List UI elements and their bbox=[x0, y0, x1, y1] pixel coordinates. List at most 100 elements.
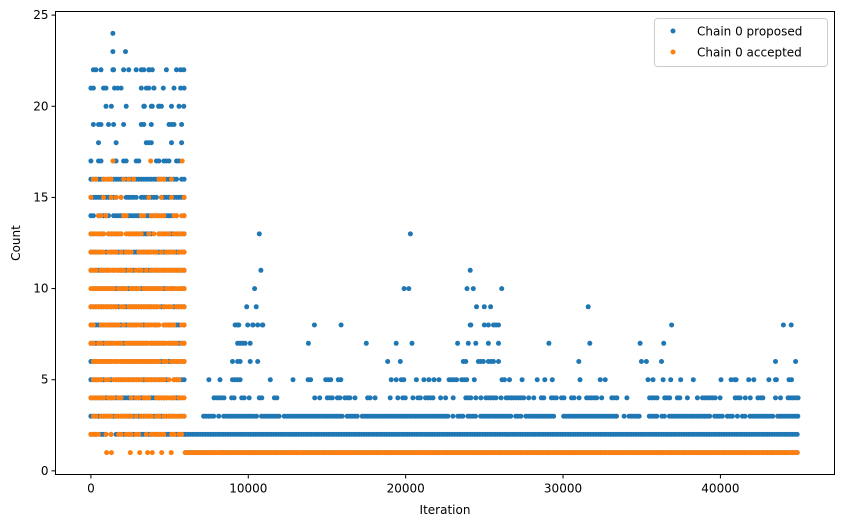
data-point bbox=[181, 286, 187, 292]
data-point bbox=[241, 395, 247, 401]
data-point bbox=[496, 359, 501, 364]
data-point bbox=[96, 140, 101, 146]
data-point bbox=[468, 395, 474, 401]
data-point bbox=[255, 322, 261, 328]
data-point bbox=[250, 322, 256, 328]
data-point bbox=[181, 85, 187, 91]
y-tick-label: 25 bbox=[33, 8, 48, 22]
plot-frame bbox=[55, 11, 835, 475]
data-point bbox=[160, 85, 166, 91]
data-point bbox=[108, 431, 114, 437]
data-point bbox=[576, 359, 582, 364]
data-point bbox=[244, 304, 250, 310]
data-point bbox=[252, 286, 258, 292]
data-point bbox=[707, 413, 713, 419]
data-point bbox=[661, 340, 667, 346]
data-point bbox=[113, 304, 119, 310]
data-point bbox=[149, 450, 155, 456]
data-point bbox=[216, 413, 222, 419]
data-point bbox=[133, 67, 139, 73]
data-point bbox=[176, 103, 182, 109]
data-point bbox=[153, 249, 159, 255]
data-point bbox=[148, 122, 154, 127]
data-point bbox=[181, 304, 187, 310]
data-point bbox=[146, 395, 152, 401]
data-point bbox=[718, 377, 724, 383]
data-point bbox=[161, 213, 167, 219]
data-point bbox=[166, 231, 172, 237]
legend-marker-accepted-icon bbox=[670, 49, 676, 55]
data-point bbox=[106, 377, 111, 383]
data-point bbox=[305, 340, 311, 346]
data-point bbox=[158, 249, 164, 255]
data-point bbox=[141, 213, 147, 219]
data-point bbox=[719, 413, 725, 419]
data-point bbox=[338, 377, 344, 383]
data-point bbox=[742, 413, 748, 419]
x-tick-label: 20000 bbox=[387, 482, 425, 496]
data-point bbox=[168, 450, 174, 456]
data-point bbox=[551, 413, 557, 419]
data-point bbox=[123, 213, 129, 219]
data-point bbox=[113, 194, 119, 200]
data-point bbox=[445, 413, 451, 419]
data-point bbox=[247, 340, 253, 346]
x-tick-label: 10000 bbox=[229, 482, 267, 496]
data-point bbox=[413, 377, 419, 383]
data-point bbox=[255, 359, 261, 364]
data-point bbox=[151, 231, 157, 237]
data-point bbox=[766, 377, 772, 383]
data-point bbox=[110, 30, 116, 36]
data-point bbox=[169, 140, 174, 146]
data-point bbox=[103, 85, 109, 91]
data-point bbox=[347, 395, 353, 401]
data-point bbox=[684, 395, 690, 401]
data-point bbox=[237, 377, 243, 383]
data-point bbox=[542, 377, 548, 383]
data-point bbox=[148, 413, 154, 419]
data-point bbox=[421, 377, 427, 383]
data-point bbox=[171, 122, 177, 127]
data-point bbox=[436, 377, 442, 383]
data-point bbox=[329, 395, 335, 401]
data-point bbox=[794, 450, 800, 456]
data-point bbox=[118, 395, 124, 401]
data-point bbox=[108, 103, 114, 109]
data-point bbox=[179, 158, 185, 164]
data-point bbox=[108, 413, 114, 419]
data-point bbox=[614, 413, 619, 419]
data-point bbox=[108, 450, 114, 456]
data-point bbox=[788, 322, 794, 328]
y-tick-label: 20 bbox=[33, 99, 48, 113]
data-point bbox=[732, 377, 738, 383]
data-point bbox=[339, 413, 345, 419]
data-point bbox=[163, 359, 169, 364]
data-point bbox=[98, 377, 104, 383]
data-point bbox=[146, 194, 152, 200]
data-point bbox=[156, 413, 162, 419]
data-point bbox=[153, 194, 159, 200]
data-point bbox=[181, 413, 187, 419]
data-point bbox=[118, 249, 124, 255]
data-point bbox=[101, 194, 106, 200]
data-point bbox=[171, 322, 177, 328]
data-point bbox=[151, 85, 157, 91]
data-point bbox=[179, 122, 185, 127]
data-point bbox=[128, 395, 134, 401]
data-point bbox=[136, 431, 142, 437]
data-point bbox=[519, 377, 525, 383]
data-point bbox=[507, 377, 512, 383]
data-point bbox=[171, 249, 177, 255]
data-point bbox=[141, 103, 147, 109]
data-point bbox=[101, 395, 106, 401]
data-point bbox=[159, 450, 165, 456]
data-point bbox=[431, 377, 437, 383]
data-point bbox=[121, 67, 127, 73]
data-point bbox=[597, 377, 603, 383]
data-point bbox=[110, 67, 116, 73]
data-point bbox=[464, 377, 470, 383]
data-point bbox=[778, 395, 783, 401]
data-point bbox=[465, 340, 471, 346]
data-point bbox=[141, 67, 147, 73]
data-point bbox=[367, 395, 373, 401]
